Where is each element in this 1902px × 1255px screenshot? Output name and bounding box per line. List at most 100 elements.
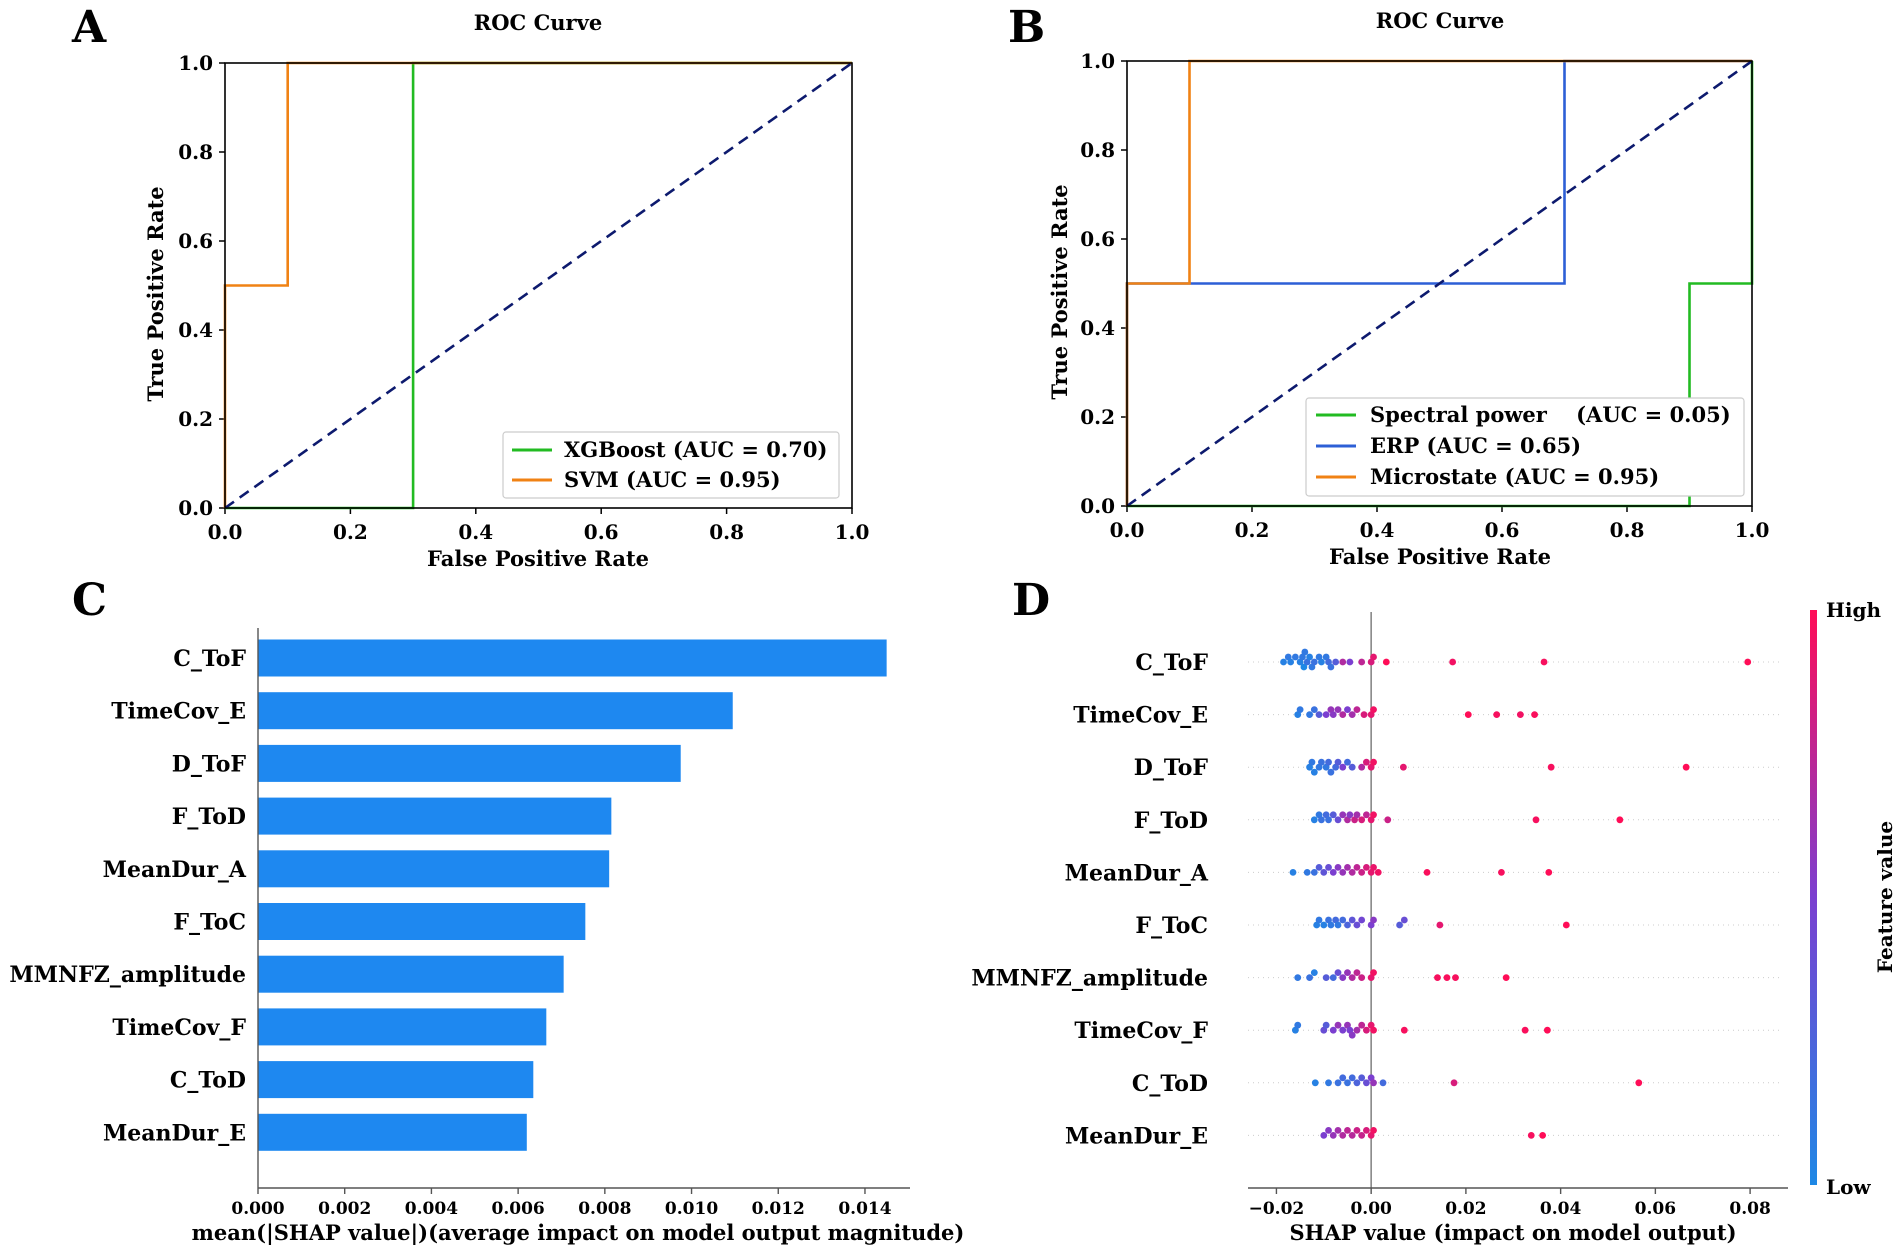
shap-point bbox=[1400, 1026, 1408, 1034]
shap-point bbox=[1539, 1132, 1547, 1139]
shap-point bbox=[1327, 663, 1335, 671]
chart-c-category-label: F_ToC bbox=[173, 910, 246, 936]
chart-b-xtick-label: 0.0 bbox=[1110, 518, 1145, 542]
shap-point bbox=[1339, 711, 1347, 718]
chart-c-xtick-label: 0.000 bbox=[231, 1199, 284, 1219]
shap-point bbox=[1370, 916, 1377, 924]
chart-b-title: ROC Curve bbox=[1376, 8, 1504, 33]
chart-a-xtick-label: 0.6 bbox=[584, 520, 619, 544]
shap-point bbox=[1363, 1079, 1370, 1087]
chart-a-xtick-label: 0.8 bbox=[709, 520, 744, 544]
chart-b-xtick-label: 0.8 bbox=[1610, 518, 1645, 542]
shap-point bbox=[1353, 706, 1361, 713]
shap-point bbox=[1325, 816, 1332, 824]
shap-point bbox=[1339, 869, 1347, 876]
shap-point bbox=[1327, 768, 1335, 776]
shap-point bbox=[1325, 864, 1332, 871]
shap-point bbox=[1289, 869, 1297, 876]
shap-point bbox=[1329, 1132, 1337, 1139]
shap-point bbox=[1325, 758, 1332, 766]
shap-point bbox=[1358, 974, 1366, 981]
shap-point bbox=[1370, 969, 1377, 976]
shap-point bbox=[1327, 921, 1335, 929]
bar-MeanDur_A bbox=[258, 850, 610, 888]
shap-point bbox=[1310, 869, 1318, 876]
chart-c-category-label: TimeCov_F bbox=[112, 1015, 246, 1041]
colorbar-high-label: High bbox=[1826, 598, 1881, 622]
bar-C_ToF bbox=[258, 639, 887, 677]
chart-d-category-label: TimeCov_F bbox=[1074, 1018, 1208, 1044]
shap-point bbox=[1301, 648, 1309, 656]
shap-point bbox=[1310, 706, 1318, 713]
shap-point bbox=[1322, 974, 1330, 981]
shap-point bbox=[1540, 658, 1548, 666]
chart-d-xtick-label: 0.06 bbox=[1635, 1199, 1676, 1219]
shap-point bbox=[1616, 816, 1624, 824]
shap-point bbox=[1329, 1026, 1337, 1034]
chart-d-xlabel: SHAP value (impact on model output) bbox=[1289, 1220, 1736, 1245]
chart-c-category-label: D_ToF bbox=[172, 751, 247, 777]
chart-d-xtick-label: 0.04 bbox=[1540, 1199, 1582, 1219]
chart-c-xtick-label: 0.014 bbox=[838, 1199, 891, 1219]
shap-point bbox=[1308, 758, 1316, 766]
shap-point bbox=[1363, 758, 1370, 766]
shap-point bbox=[1348, 1074, 1356, 1082]
chart-a-ytick-label: 0.6 bbox=[178, 229, 213, 253]
chart-d-category-label: D_ToF bbox=[1134, 755, 1209, 781]
chart-d-category-label: TimeCov_E bbox=[1073, 703, 1208, 729]
chart-b-xtick-label: 0.6 bbox=[1485, 518, 1520, 542]
panel-label-c: C bbox=[72, 575, 107, 626]
chart-b-ytick-label: 0.6 bbox=[1080, 227, 1115, 251]
shap-point bbox=[1339, 811, 1347, 819]
shap-point bbox=[1318, 758, 1325, 766]
bar-F_ToD bbox=[258, 797, 612, 835]
shap-point bbox=[1311, 1079, 1319, 1087]
colorbar: High Low Feature value bbox=[1810, 598, 1897, 1199]
shap-point bbox=[1370, 1127, 1377, 1134]
shap-point bbox=[1562, 921, 1570, 929]
shap-point bbox=[1334, 864, 1342, 871]
shap-point bbox=[1320, 869, 1328, 876]
chart-c-category-label: C_ToD bbox=[170, 1068, 246, 1094]
shap-point bbox=[1344, 864, 1351, 871]
shap-point bbox=[1363, 1026, 1370, 1034]
shap-point bbox=[1339, 1074, 1347, 1082]
chart-c-xtick-label: 0.008 bbox=[578, 1199, 631, 1219]
shap-point bbox=[1545, 869, 1553, 876]
chart-a-legend: XGBoost (AUC = 0.70) SVM (AUC = 0.95) bbox=[502, 431, 840, 499]
shap-point bbox=[1344, 969, 1351, 976]
shap-point bbox=[1339, 974, 1347, 981]
shap-point bbox=[1353, 1079, 1361, 1087]
chart-c-xtick-label: 0.002 bbox=[318, 1199, 371, 1219]
shap-point bbox=[1294, 1021, 1302, 1029]
shap-point bbox=[1315, 864, 1323, 871]
roc-chart-b: ROC Curve False Positive Rate True Posit… bbox=[1047, 8, 1769, 569]
chart-b-ytick-label: 0.8 bbox=[1080, 138, 1115, 162]
chart-d-category-label: C_ToD bbox=[1132, 1071, 1208, 1097]
shap-point bbox=[1353, 1026, 1361, 1034]
chart-c-category-label: TimeCov_E bbox=[111, 699, 246, 725]
chart-b-xtick-label: 1.0 bbox=[1735, 518, 1770, 542]
shap-point bbox=[1370, 653, 1377, 661]
panel-label-a: A bbox=[71, 2, 107, 53]
chart-c-xtick-label: 0.012 bbox=[752, 1199, 805, 1219]
shap-point bbox=[1322, 1021, 1330, 1029]
shap-point bbox=[1348, 1031, 1356, 1039]
chart-a-ytick-label: 0.2 bbox=[178, 407, 213, 431]
shap-point bbox=[1325, 1127, 1332, 1134]
shap-point bbox=[1379, 1079, 1387, 1087]
roc-chart-a: ROC Curve False Positive Rate True Posit… bbox=[143, 10, 869, 571]
shap-point bbox=[1363, 864, 1370, 871]
shap-point bbox=[1443, 974, 1451, 981]
chart-d-xtick-label: −0.02 bbox=[1249, 1199, 1305, 1219]
shap-point bbox=[1348, 711, 1356, 718]
shap-point bbox=[1339, 763, 1347, 771]
chart-d-category-label: MeanDur_E bbox=[1065, 1123, 1208, 1149]
shap-point bbox=[1334, 816, 1342, 824]
shap-point bbox=[1334, 706, 1342, 713]
shap-point bbox=[1329, 711, 1337, 718]
shap-point bbox=[1450, 1079, 1458, 1087]
shap-point bbox=[1498, 869, 1505, 876]
shap-point bbox=[1358, 658, 1366, 666]
shap-point bbox=[1744, 658, 1752, 666]
